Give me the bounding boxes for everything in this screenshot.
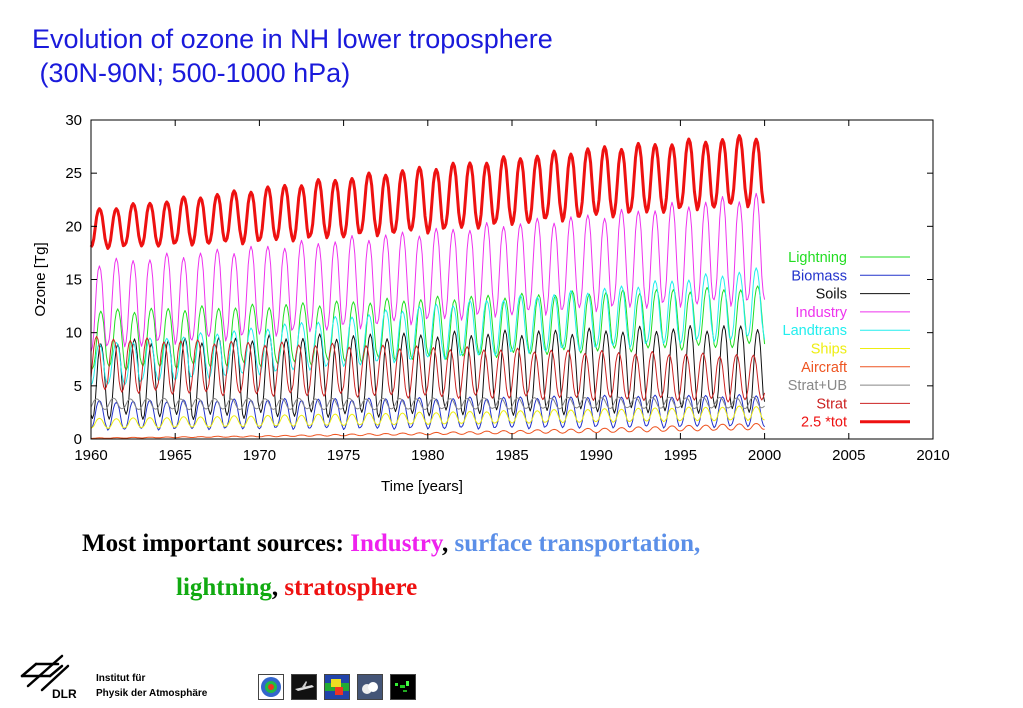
series-line-industry xyxy=(90,192,766,352)
x-tick-label: 1975 xyxy=(327,447,360,464)
summary-comma-2: , xyxy=(271,574,285,601)
legend: Lightning Biomass Soils Industry Landtrans Sh… xyxy=(783,250,910,431)
legend-label: Landtrans xyxy=(783,323,848,339)
summary-surface-transportation: surface transportation, xyxy=(454,530,701,557)
map-thumbnail xyxy=(324,674,350,700)
satellite-thumbnail xyxy=(390,674,416,700)
series-line-strat-ub xyxy=(90,396,765,411)
institute-line-2: Physik der Atmosphäre xyxy=(96,688,208,699)
y-tick-label: 10 xyxy=(65,325,82,342)
title-line-1: Evolution of ozone in NH lower troposphe… xyxy=(32,24,553,54)
thumbnail-strip xyxy=(258,674,416,700)
y-tick-label: 0 xyxy=(74,431,82,448)
legend-label: Lightning xyxy=(788,250,847,266)
legend-label: Strat+UB xyxy=(788,378,847,394)
x-tick-label: 1965 xyxy=(159,447,192,464)
summary-line-1: Most important sources: Industry, surfac… xyxy=(82,530,700,558)
summary-lightning: lightning xyxy=(176,574,272,601)
summary-comma-1: , xyxy=(441,530,455,557)
legend-label: 2.5 *tot xyxy=(801,415,847,431)
x-tick-label: 1985 xyxy=(495,447,528,464)
institute-name: Institut für Physik der Atmosphäre xyxy=(96,671,207,701)
dlr-logo-text: DLR xyxy=(52,687,77,701)
legend-label: Aircraft xyxy=(801,360,847,376)
page-title: Evolution of ozone in NH lower troposphe… xyxy=(32,22,553,90)
x-tick-label: 2010 xyxy=(916,447,949,464)
ozone-chart: 1960 1965 1970 1975 1980 1985 1990 1995 2000 2005… xyxy=(32,112,950,495)
institute-line-1: Institut für xyxy=(96,673,146,684)
x-tick-label: 2005 xyxy=(832,447,865,464)
summary-line-2: lightning, stratosphere xyxy=(176,574,417,602)
x-tick-label: 1980 xyxy=(411,447,444,464)
summary-industry: Industry xyxy=(350,530,442,557)
axis-ticks: 1960 1965 1970 1975 1980 1985 1990 1995 2000 2005… xyxy=(65,112,949,464)
x-axis-label: Time [years] xyxy=(381,478,463,495)
legend-label: Ships xyxy=(811,342,847,358)
series-line-soils xyxy=(90,325,766,420)
legend-label: Strat xyxy=(816,396,847,412)
summary-prefix: Most important sources: xyxy=(82,530,351,557)
cloud-thumbnail xyxy=(357,674,383,700)
x-tick-label: 1990 xyxy=(580,447,613,464)
x-tick-label: 1960 xyxy=(74,447,107,464)
y-tick-label: 15 xyxy=(65,272,82,289)
x-tick-label: 1995 xyxy=(664,447,697,464)
y-axis-label: Ozone [Tg] xyxy=(32,242,49,316)
series-line-strat xyxy=(90,335,766,403)
y-tick-label: 20 xyxy=(65,218,82,235)
dlr-logo: DLR xyxy=(20,654,77,701)
aircraft-thumbnail xyxy=(291,674,317,700)
legend-label: Biomass xyxy=(791,268,847,284)
series-line-landtrans xyxy=(90,267,766,386)
y-tick-label: 30 xyxy=(65,112,82,129)
summary-stratosphere: stratosphere xyxy=(284,574,418,601)
x-tick-label: 2000 xyxy=(748,447,781,464)
series-line-lightning xyxy=(90,285,766,371)
globe-thumbnail xyxy=(258,674,284,700)
y-tick-label: 25 xyxy=(65,165,82,182)
title-line-2: (30N-90N; 500-1000 hPa) xyxy=(32,58,351,88)
series-line-ships xyxy=(90,405,765,429)
legend-label: Industry xyxy=(795,305,847,321)
series-layer xyxy=(89,134,766,439)
series-line-2-5-tot xyxy=(89,134,765,250)
legend-label: Soils xyxy=(816,287,847,303)
x-tick-label: 1970 xyxy=(243,447,276,464)
y-tick-label: 5 xyxy=(74,378,82,395)
